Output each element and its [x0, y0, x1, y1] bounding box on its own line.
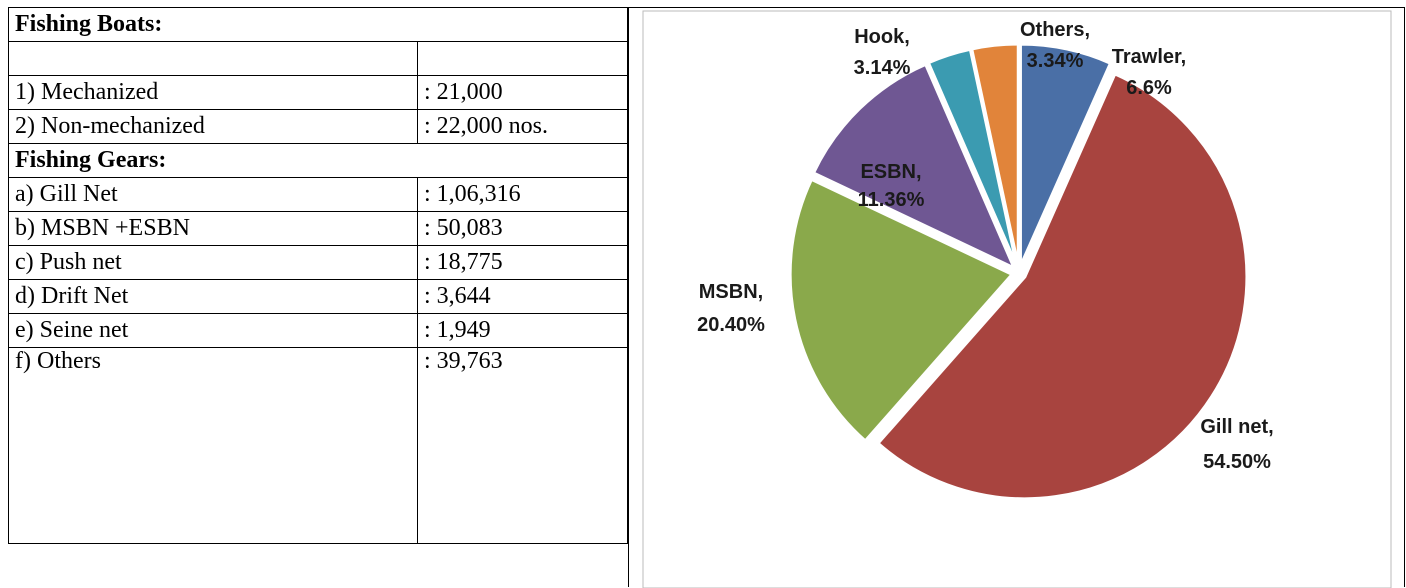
slice-value-label: 54.50%	[1203, 451, 1271, 473]
value-cell: : 3,644	[417, 279, 628, 314]
slice-label: Gill net,	[1200, 416, 1273, 438]
plot-frame	[642, 10, 1392, 588]
table-row: c) Push net: 18,775	[8, 245, 628, 280]
label-cell: 2) Non-mechanized	[8, 109, 418, 144]
table-row: 1) Mechanized: 21,000	[8, 75, 628, 110]
empty-row	[8, 41, 628, 76]
table-row: f) Others: 39,763	[8, 347, 628, 544]
label-cell: 1) Mechanized	[8, 75, 418, 110]
slice-label: Others,	[1020, 19, 1090, 41]
table-row: b) MSBN +ESBN: 50,083	[8, 211, 628, 246]
pie-slice	[811, 62, 1018, 272]
section-row: Fishing Gears:	[8, 143, 628, 178]
slice-label: Trawler,	[1112, 46, 1187, 68]
value-cell: : 21,000	[417, 75, 628, 110]
value-cell: : 39,763	[417, 347, 628, 544]
data-table: Fishing Boats: 1) Mechanized: 21,000 2) No…	[8, 7, 628, 544]
table-row: e) Seine net: 1,949	[8, 313, 628, 348]
section-title: Fishing Gears:	[8, 143, 628, 178]
value-cell: : 22,000 nos.	[417, 109, 628, 144]
slice-value-label: 3.14%	[854, 57, 911, 79]
chart-frame: Trawler, 6.6% Gill net, 54.50% MSBN, 20.40% ES…	[628, 7, 1405, 588]
table-row: a) Gill Net: 1,06,316	[8, 177, 628, 212]
label-cell: f) Others	[8, 347, 418, 544]
slice-label: Hook,	[854, 26, 910, 48]
cell	[417, 41, 628, 76]
label-cell: e) Seine net	[8, 313, 418, 348]
slice-value-label: 20.40%	[697, 314, 765, 336]
label-cell: a) Gill Net	[8, 177, 418, 212]
pie-slice	[1018, 42, 1113, 267]
pie-slice	[875, 71, 1249, 501]
slice-value-label: 3.34%	[1027, 50, 1084, 72]
value-cell: : 50,083	[417, 211, 628, 246]
value-cell: : 1,06,316	[417, 177, 628, 212]
slice-label: MSBN,	[699, 281, 763, 303]
slice-label: ESBN,	[860, 161, 921, 183]
slice-value-label: 11.36%	[858, 189, 925, 211]
label-cell: d) Drift Net	[8, 279, 418, 314]
label-cell: c) Push net	[8, 245, 418, 280]
table-row: d) Drift Net: 3,644	[8, 279, 628, 314]
cell	[8, 41, 418, 76]
section-row: Fishing Boats:	[8, 7, 628, 42]
pie-slice	[969, 42, 1020, 267]
value-cell: : 18,775	[417, 245, 628, 280]
pie-slice	[788, 177, 1015, 443]
slice-value-label: 6.6%	[1126, 77, 1172, 99]
table-row: 2) Non-mechanized: 22,000 nos.	[8, 109, 628, 144]
section-title: Fishing Boats:	[8, 7, 628, 42]
pie-chart: Trawler, 6.6% Gill net, 54.50% MSBN, 20.40% ES…	[642, 10, 1392, 588]
value-cell: : 1,949	[417, 313, 628, 348]
label-cell: b) MSBN +ESBN	[8, 211, 418, 246]
